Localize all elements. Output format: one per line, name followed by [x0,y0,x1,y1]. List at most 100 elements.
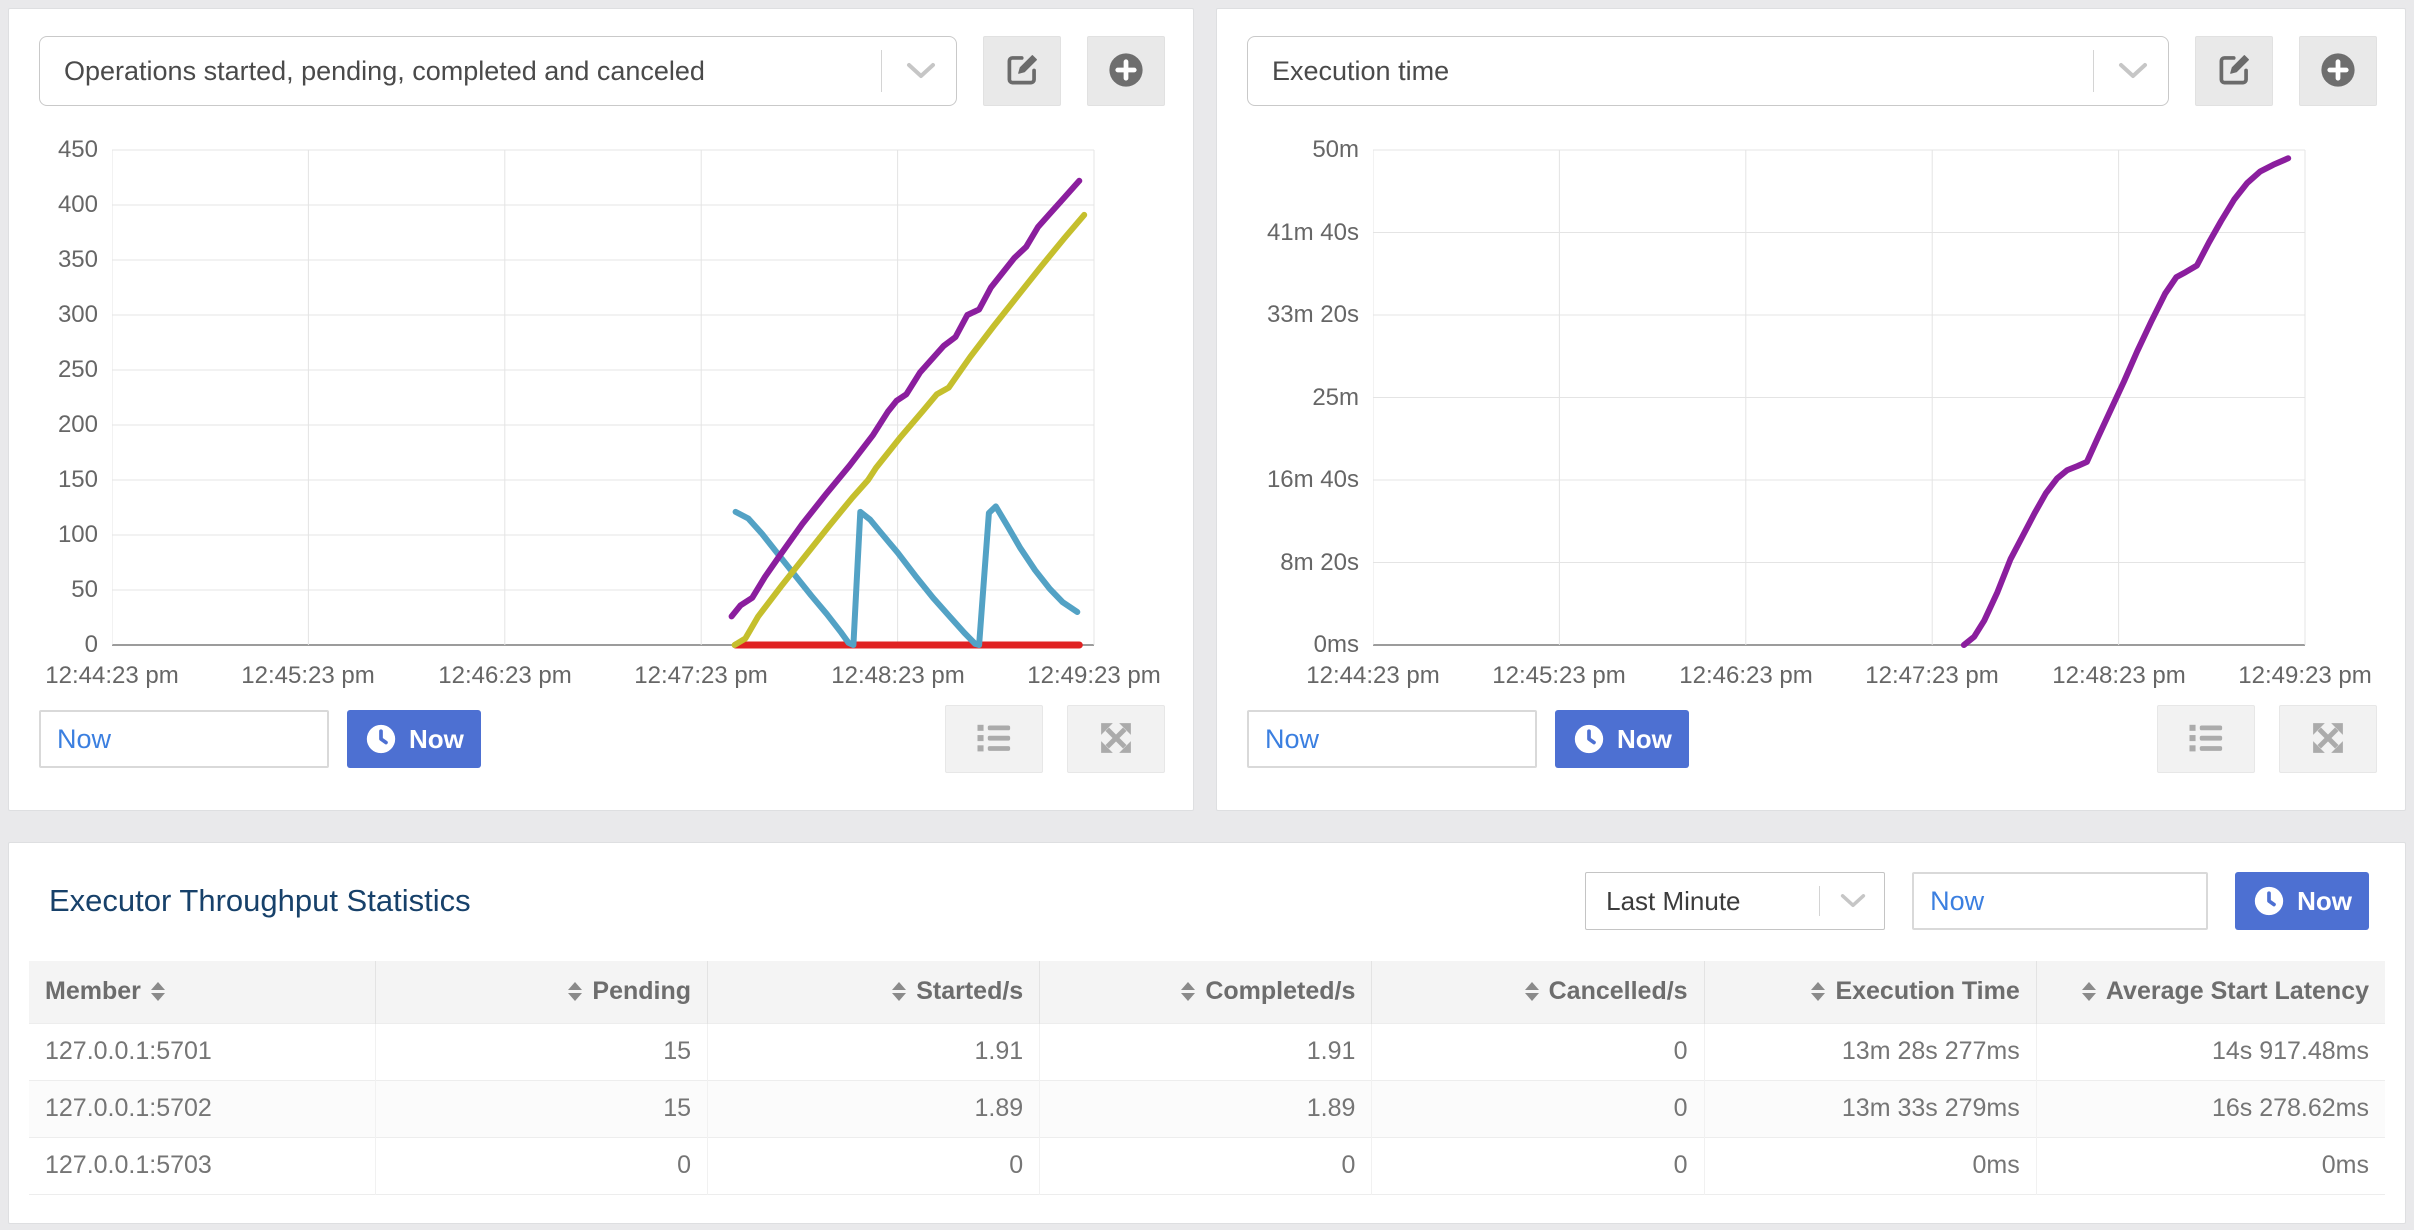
time-controls: Now [1247,710,1689,768]
value-cell: 15 [374,1080,708,1137]
sort-icon[interactable] [568,982,583,1002]
chart-tool-buttons [945,705,1165,773]
expand-chart-button[interactable] [1067,705,1165,773]
x-axis-tick-label: 12:46:23 pm [438,662,572,689]
operations-panel: Operations started, pending, completed a… [8,8,1194,811]
value-cell: 13m 33s 279ms [1703,1080,2037,1137]
y-axis-tick-label: 300 [57,301,98,328]
sort-icon[interactable] [1181,982,1196,1002]
y-axis-tick-label: 450 [57,136,98,163]
sort-icon[interactable] [892,982,907,1002]
value-cell: 0ms [2035,1137,2385,1194]
y-axis-tick-label: 33m 20s [1266,301,1359,328]
column-header-pending[interactable]: Pending [374,961,708,1023]
select-divider [1819,886,1821,916]
column-label: Average Start Latency [2105,977,2369,1006]
table-row: 127.0.0.1:5701 15 1.91 1.91 0 13m 28s 277ms 14… [29,1023,2385,1080]
value-cell: 0 [1039,1137,1372,1194]
clock-icon [2252,884,2286,918]
legend-list-button[interactable] [945,705,1043,773]
column-header-member[interactable]: Member [29,961,375,1023]
member-cell: 127.0.0.1:5703 [45,1151,212,1179]
value-cell: 0 [374,1137,708,1194]
add-widget-button[interactable] [1087,36,1165,106]
column-label: Completed/s [1205,977,1356,1006]
execution-time-panel: Execution time 50m 41m 40s 33m 20s 25m 16m 4… [1216,8,2406,811]
edit-icon [1004,51,1041,91]
stats-time-picker-input[interactable] [1912,872,2209,930]
y-axis-tick-label: 50m [1312,136,1359,163]
chevron-down-icon [1840,893,1866,909]
table-row: 127.0.0.1:5702 15 1.89 1.89 0 13m 33s 279ms 16… [29,1080,2385,1137]
sort-icon[interactable] [1524,982,1539,1002]
execution-time-panel-header: Execution time [1247,36,2377,106]
y-axis-tick-label: 16m 40s [1266,466,1359,493]
stats-now-button[interactable]: Now [2235,872,2369,930]
sort-icon[interactable] [1811,982,1826,1002]
execution-time-plot [1373,149,2306,648]
add-widget-button[interactable] [2299,36,2377,106]
x-axis-tick-label: 12:45:23 pm [241,662,375,689]
metric-select[interactable]: Execution time [1247,36,2169,106]
expand-arrows-icon [2307,717,2349,762]
y-axis-tick-label: 200 [57,411,98,438]
execution-time-chart: 50m 41m 40s 33m 20s 25m 16m 40s 8m 20s 0ms 12:4… [1217,137,2405,709]
column-header-completed-s[interactable]: Completed/s [1039,961,1372,1023]
member-cell: 127.0.0.1:5702 [45,1094,212,1122]
edit-widget-button[interactable] [2195,36,2273,106]
metric-select[interactable]: Operations started, pending, completed a… [39,36,957,106]
value-cell: 16s 278.62ms [2035,1080,2385,1137]
edit-widget-button[interactable] [983,36,1061,106]
sort-icon[interactable] [2081,982,2096,1002]
value-cell: 0 [707,1137,1040,1194]
metric-select-value: Operations started, pending, completed a… [64,55,705,86]
legend-list-button[interactable] [2157,705,2255,773]
y-axis-tick-label: 50 [71,576,98,603]
value-cell: 14s 917.48ms [2035,1023,2385,1080]
y-axis-tick-label: 400 [57,191,98,218]
stats-title: Executor Throughput Statistics [49,883,471,918]
time-picker-input[interactable] [39,710,329,768]
expand-chart-button[interactable] [2279,705,2377,773]
column-label: Pending [592,977,692,1006]
column-header-average-start-latency[interactable]: Average Start Latency [2035,961,2385,1023]
x-axis-tick-label: 12:49:23 pm [2238,662,2372,689]
value-cell: 0 [1371,1137,1705,1194]
column-header-cancelled-s[interactable]: Cancelled/s [1371,961,1705,1023]
metric-select-value: Execution time [1272,55,1450,86]
x-axis-tick-label: 12:47:23 pm [1865,662,1999,689]
select-divider [2093,50,2094,92]
y-axis-tick-label: 250 [57,356,98,383]
x-axis-tick-label: 12:46:23 pm [1679,662,1813,689]
x-axis-tick-label: 12:48:23 pm [831,662,965,689]
column-header-execution-time[interactable]: Execution Time [1703,961,2037,1023]
x-axis-tick-label: 12:45:23 pm [1492,662,1626,689]
y-axis-tick-label: 41m 40s [1266,219,1359,246]
value-cell: 0 [1371,1023,1705,1080]
clock-icon [364,722,398,756]
sort-icon[interactable] [150,982,165,1002]
now-button[interactable]: Now [347,710,481,768]
table-header-row: Member Pending Started/s Completed/s Cancell… [29,961,2385,1023]
list-icon [2184,716,2228,763]
member-cell: 127.0.0.1:5701 [45,1037,212,1065]
series-pending [732,503,1081,648]
stats-controls: Last Minute Now [1585,872,2369,930]
time-picker-input[interactable] [1247,710,1537,768]
column-label: Execution Time [1835,977,2020,1006]
column-label: Started/s [916,977,1024,1006]
column-header-started-s[interactable]: Started/s [707,961,1040,1023]
now-button[interactable]: Now [1555,710,1689,768]
value-cell: 1.89 [1039,1080,1372,1137]
edit-icon [2216,51,2253,91]
executor-stats-header: Executor Throughput Statistics Last Minu… [49,869,2369,933]
y-axis-tick-label: 0 [84,631,98,658]
period-select[interactable]: Last Minute [1585,872,1886,930]
value-cell: 1.89 [707,1080,1040,1137]
plus-circle-icon [2319,51,2357,92]
series-started [728,177,1083,620]
chart-tool-buttons [2157,705,2377,773]
x-axis-tick-label: 12:49:23 pm [1027,662,1161,689]
value-cell: 0 [1371,1080,1705,1137]
chevron-down-icon [906,62,936,80]
